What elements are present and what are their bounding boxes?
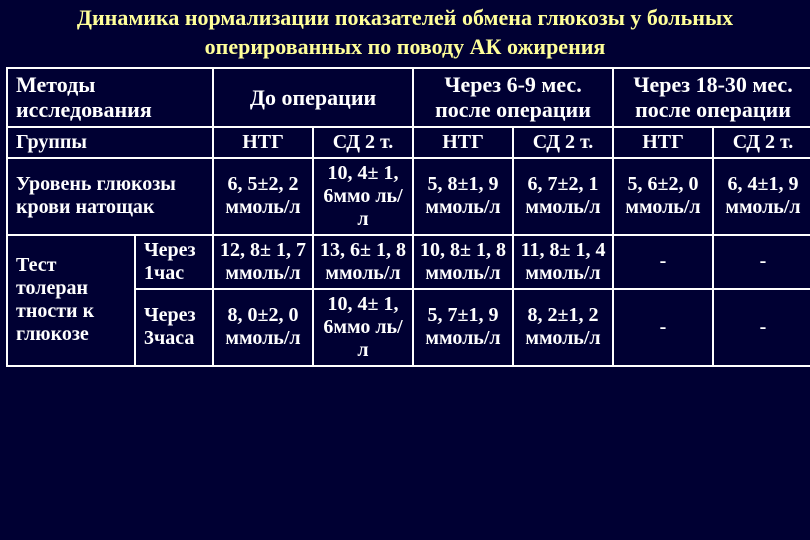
- cell-value: -: [713, 235, 810, 289]
- sub-ntg: НТГ: [213, 127, 313, 158]
- cell-value: 8, 0±2, 0 ммоль/л: [213, 289, 313, 366]
- cell-value: 10, 8± 1, 8 ммоль/л: [413, 235, 513, 289]
- table-row: Уровень глюкозы крови натощак 6, 5±2, 2 …: [7, 158, 810, 235]
- cell-value: 6, 4±1, 9 ммоль/л: [713, 158, 810, 235]
- sub-sd2t: СД 2 т.: [313, 127, 413, 158]
- slide: Динамика нормализации показателей обмена…: [0, 0, 810, 540]
- cell-value: 5, 8±1, 9 ммоль/л: [413, 158, 513, 235]
- sub-sd2t: СД 2 т.: [513, 127, 613, 158]
- header-preop: До операции: [213, 68, 413, 127]
- table-subheader-row: Группы НТГ СД 2 т. НТГ СД 2 т. НТГ СД 2 …: [7, 127, 810, 158]
- cell-value: -: [713, 289, 810, 366]
- data-table: Методы исследования До операции Через 6-…: [6, 67, 810, 367]
- cell-value: 10, 4± 1, 6ммо ль/л: [313, 289, 413, 366]
- table-header-row: Методы исследования До операции Через 6-…: [7, 68, 810, 127]
- header-post-6-9: Через 6-9 мес. после операции: [413, 68, 613, 127]
- sub-ntg: НТГ: [413, 127, 513, 158]
- sub-ntg: НТГ: [613, 127, 713, 158]
- cell-value: 13, 6± 1, 8 ммоль/л: [313, 235, 413, 289]
- cell-value: 6, 5±2, 2 ммоль/л: [213, 158, 313, 235]
- cell-value: 5, 7±1, 9 ммоль/л: [413, 289, 513, 366]
- cell-value: -: [613, 289, 713, 366]
- cell-value: 5, 6±2, 0 ммоль/л: [613, 158, 713, 235]
- cell-value: -: [613, 235, 713, 289]
- row-tolerance-label: Тест толеран тности к глюкозе: [7, 235, 135, 366]
- row-groups-label: Группы: [7, 127, 213, 158]
- row-fasting-label: Уровень глюкозы крови натощак: [7, 158, 213, 235]
- cell-value: 11, 8± 1, 4 ммоль/л: [513, 235, 613, 289]
- sub-sd2t: СД 2 т.: [713, 127, 810, 158]
- header-post-18-30: Через 18-30 мес. после операции: [613, 68, 810, 127]
- cell-value: 6, 7±2, 1 ммоль/л: [513, 158, 613, 235]
- cell-value: 8, 2±1, 2 ммоль/л: [513, 289, 613, 366]
- row-after-3h-label: Через 3часа: [135, 289, 213, 366]
- header-methods: Методы исследования: [7, 68, 213, 127]
- cell-value: 10, 4± 1, 6ммо ль/л: [313, 158, 413, 235]
- slide-title: Динамика нормализации показателей обмена…: [6, 4, 804, 61]
- cell-value: 12, 8± 1, 7 ммоль/л: [213, 235, 313, 289]
- row-after-1h-label: Через 1час: [135, 235, 213, 289]
- table-row: Тест толеран тности к глюкозе Через 1час…: [7, 235, 810, 289]
